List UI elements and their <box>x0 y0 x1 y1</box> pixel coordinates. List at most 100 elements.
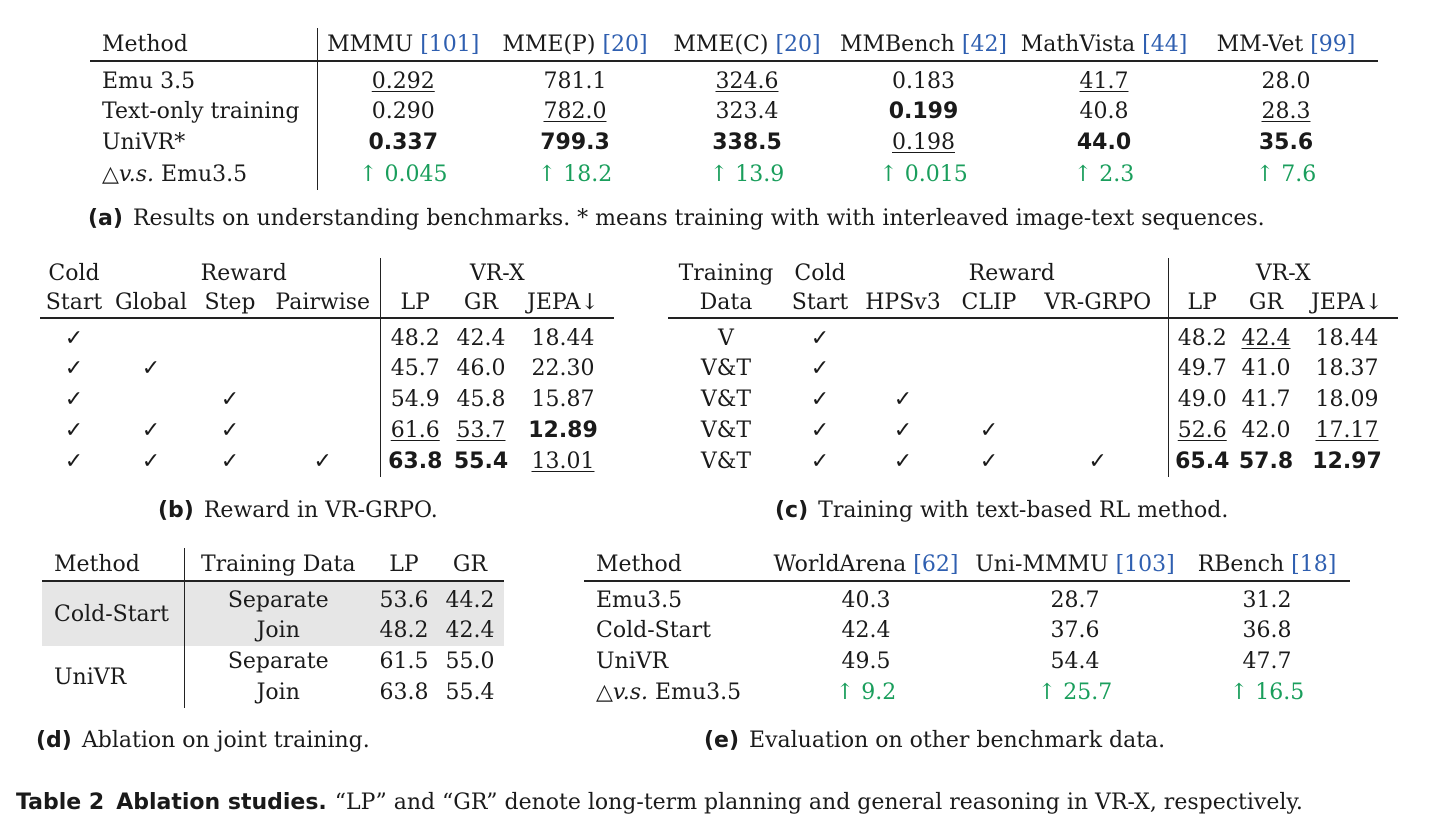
check-mark <box>856 353 950 384</box>
check-mark <box>1028 318 1168 353</box>
check-mark: ✓ <box>1088 449 1107 474</box>
cell-value: 338.5 <box>712 130 782 155</box>
check-mark: ✓ <box>893 418 913 443</box>
table-row: ✓ ✓ ✓ 61.6 53.7 12.89 <box>40 415 614 446</box>
row-data: Join <box>183 615 372 646</box>
check-mark <box>194 318 266 353</box>
cell-value: 17.17 <box>1315 418 1379 443</box>
header-training: Training <box>678 260 774 286</box>
header-gr: GR <box>450 288 512 319</box>
delta-value: ↑ 25.7 <box>1037 680 1113 705</box>
table-row: Cold-Start 42.4 37.6 36.8 <box>584 615 1350 646</box>
row-data: Separate <box>183 581 372 615</box>
table-row: UniVR 49.5 54.4 47.7 <box>584 646 1350 677</box>
row-data: Join <box>183 677 372 708</box>
cell-value: 42.0 <box>1241 418 1291 443</box>
header-start: Start <box>784 288 856 319</box>
table-e: Method WorldArena [62] Uni-MMMU [103] RB… <box>584 548 1350 708</box>
table-row: UniVR* 0.337 799.3 338.5 0.198 44.0 35.6 <box>90 127 1378 158</box>
row-data: V&T <box>700 356 752 381</box>
header-reward: Reward <box>200 260 287 286</box>
cell-value: 18.44 <box>531 325 595 351</box>
check-mark: ✓ <box>313 449 332 474</box>
header-mmec: MME(C) [20] <box>661 28 833 62</box>
header-training-data: Training Data <box>183 548 372 582</box>
delta-row: △v.s. Emu3.5 ↑ 0.045 ↑ 18.2 ↑ 13.9 ↑ 0.0… <box>90 158 1378 190</box>
delta-value: ↑ 7.6 <box>1255 161 1317 187</box>
cell-value: 52.6 <box>1177 418 1227 443</box>
cell-value: 0.292 <box>371 68 435 94</box>
caption-e: (e) Evaluation on other benchmark data. <box>704 728 1166 753</box>
cell-value: 44.0 <box>1076 130 1132 155</box>
table-row: Emu 3.5 0.292 781.1 324.6 0.183 41.7 28.… <box>90 61 1378 96</box>
cell-value: 49.7 <box>1177 356 1227 381</box>
row-data: V&T <box>700 418 752 443</box>
main-caption-text: “LP” and “GR” denote long-term planning … <box>334 790 1303 815</box>
row-data: V <box>718 325 734 351</box>
check-mark: ✓ <box>220 418 240 443</box>
caption-b: (b) Reward in VR-GRPO. <box>158 498 438 523</box>
header-cold: Cold <box>794 260 846 286</box>
main-caption-title: Ablation studies. <box>116 790 327 815</box>
delta-row: △v.s. Emu3.5 ↑ 9.2 ↑ 25.7 ↑ 16.5 <box>584 677 1350 708</box>
header-rbench: RBench [18] <box>1184 548 1350 582</box>
cell-value: 13.01 <box>531 449 595 474</box>
header-lp: LP <box>372 548 436 582</box>
cell-value: 53.7 <box>456 418 506 443</box>
check-mark: ✓ <box>64 325 84 351</box>
table-row: Join 63.8 55.4 <box>42 677 504 708</box>
header-mmbench: MMBench [42] <box>833 28 1014 62</box>
cell-value: 42.4 <box>456 325 506 351</box>
header-lp: LP <box>379 288 450 319</box>
check-mark: ✓ <box>141 449 161 474</box>
check-mark <box>950 318 1028 353</box>
delta-value: ↑ 18.2 <box>537 161 613 187</box>
check-mark: ✓ <box>979 449 999 474</box>
check-mark: ✓ <box>893 387 913 412</box>
header-vrgrpo: VR-GRPO <box>1028 288 1168 319</box>
check-mark: ✓ <box>893 449 913 474</box>
cell-value: 49.0 <box>1177 387 1227 412</box>
header-method: Method <box>90 28 317 62</box>
cell-value: 35.6 <box>1258 130 1314 155</box>
check-mark: ✓ <box>810 387 830 412</box>
cell-value: 28.0 <box>1261 68 1311 94</box>
table-row: V ✓ 48.2 42.4 18.44 <box>668 318 1398 353</box>
check-mark <box>266 353 380 384</box>
cell-value: 49.5 <box>841 649 891 674</box>
caption-d: (d) Ablation on joint training. <box>36 728 370 753</box>
header-pairwise: Pairwise <box>266 288 380 319</box>
check-mark: ✓ <box>220 387 240 412</box>
check-mark <box>1028 353 1168 384</box>
cell-value: 55.0 <box>445 649 495 674</box>
caption-c: (c) Training with text-based RL method. <box>775 498 1229 523</box>
check-mark: ✓ <box>979 418 999 443</box>
header-mmmu: MMMU [101] <box>316 28 489 62</box>
check-mark <box>108 384 194 415</box>
header-method: Method <box>42 548 184 582</box>
main-caption: Table 2 Ablation studies. “LP” and “GR” de… <box>16 790 1303 815</box>
table-row: Emu3.5 40.3 28.7 31.2 <box>584 581 1350 615</box>
group-method: UniVR <box>54 664 127 690</box>
check-mark <box>950 353 1028 384</box>
row-method: Cold-Start <box>596 618 712 643</box>
cell-value: 37.6 <box>1050 618 1100 643</box>
check-mark <box>194 353 266 384</box>
check-mark: ✓ <box>64 356 84 381</box>
cell-value: 41.0 <box>1241 356 1291 381</box>
header-cold: Cold <box>48 260 100 286</box>
check-mark <box>1028 415 1168 446</box>
cell-value: 63.8 <box>388 449 443 474</box>
cell-value: 0.199 <box>888 99 959 124</box>
header-step: Step <box>194 288 266 319</box>
header-mmep: MME(P) [20] <box>489 28 661 62</box>
table-d: Method Training Data LP GR Cold-Start Se… <box>42 548 504 708</box>
table-row: V&T ✓ ✓ ✓ ✓ 65.4 57.8 12.97 <box>668 446 1398 477</box>
cell-value: 0.183 <box>892 68 955 94</box>
table-row: V&T ✓ 49.7 41.0 18.37 <box>668 353 1398 384</box>
header-start: Start <box>40 288 108 319</box>
header-method: Method <box>584 548 766 582</box>
check-mark: ✓ <box>810 418 830 443</box>
cell-value: 57.8 <box>1238 449 1294 474</box>
table-row: Cold-Start Separate 53.6 44.2 <box>42 581 504 646</box>
